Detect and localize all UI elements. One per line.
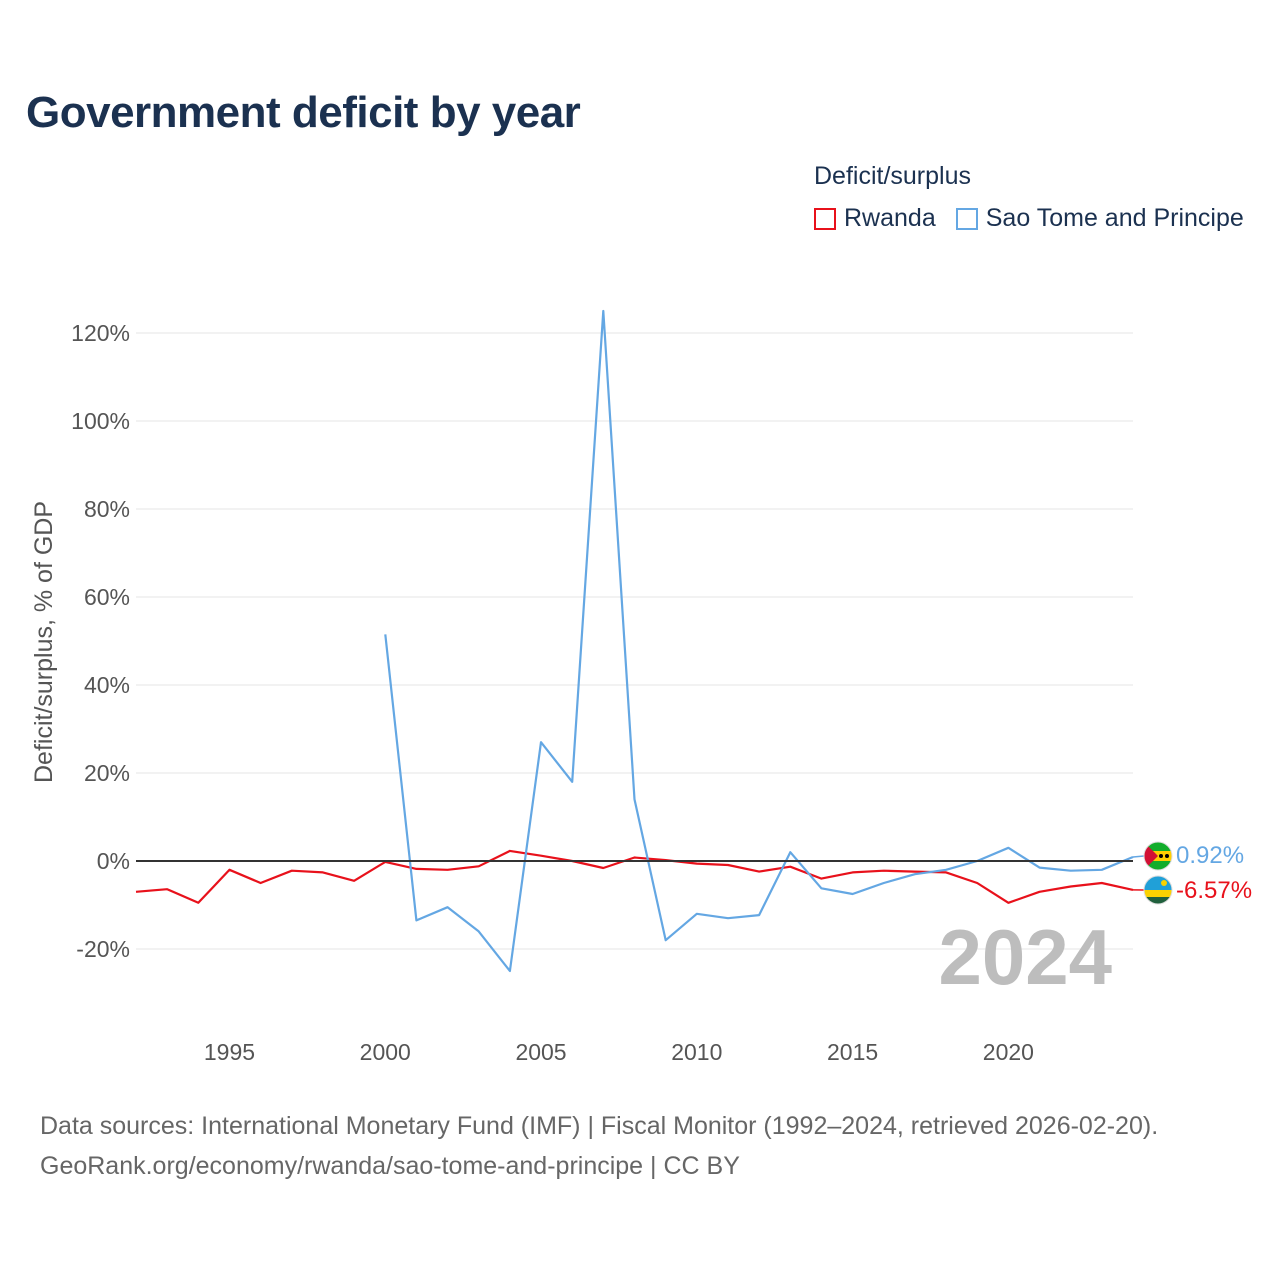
series-lines bbox=[135, 309, 1134, 973]
end-value-label: 0.92% bbox=[1176, 842, 1244, 869]
y-tick-label: -20% bbox=[76, 936, 130, 962]
x-tick-label: 2000 bbox=[360, 1039, 411, 1065]
flag-rwanda-icon bbox=[1143, 875, 1173, 905]
x-tick-label: 2005 bbox=[515, 1039, 566, 1065]
x-tick-label: 2015 bbox=[827, 1039, 878, 1065]
end-markers: -6.57% 0.92% bbox=[1132, 841, 1252, 905]
y-tick-label: 40% bbox=[84, 672, 130, 698]
y-tick-label: 100% bbox=[71, 408, 130, 434]
gridlines bbox=[136, 332, 1133, 950]
footer-source: Data sources: International Monetary Fun… bbox=[40, 1112, 1159, 1140]
x-tick-label: 1995 bbox=[204, 1039, 255, 1065]
current-year-label: 2024 bbox=[938, 913, 1112, 1001]
series-line-sao-tome bbox=[384, 309, 1134, 973]
legend-item-rwanda[interactable]: Rwanda bbox=[814, 204, 936, 233]
leader-line bbox=[1132, 855, 1145, 858]
legend-swatch-rwanda bbox=[814, 207, 836, 230]
flag-sao-tome-icon bbox=[1143, 841, 1173, 871]
y-axis-ticks: -20% 0% 20% 40% 60% 80% 100% 120% bbox=[71, 320, 130, 962]
series-line-rwanda bbox=[135, 849, 1134, 904]
legend-swatch-sao-tome bbox=[955, 207, 978, 230]
y-tick-label: 20% bbox=[84, 760, 130, 786]
y-tick-label: 120% bbox=[71, 320, 130, 346]
legend-item-sao-tome[interactable]: Sao Tome and Principe bbox=[955, 204, 1244, 233]
legend: Rwanda Sao Tome and Principe bbox=[814, 204, 1264, 233]
chart-title: Government deficit by year bbox=[26, 88, 581, 137]
y-tick-label: 60% bbox=[84, 584, 130, 610]
footer-link[interactable]: GeoRank.org/economy/rwanda/sao-tome-and-… bbox=[40, 1152, 740, 1180]
legend-label-sao-tome: Sao Tome and Principe bbox=[985, 204, 1244, 232]
y-tick-label: 80% bbox=[84, 496, 130, 522]
end-value-label: -6.57% bbox=[1176, 877, 1252, 904]
legend-label-rwanda: Rwanda bbox=[844, 204, 936, 232]
footer: Data sources: International Monetary Fun… bbox=[40, 1106, 1158, 1186]
x-tick-label: 2010 bbox=[671, 1039, 722, 1065]
y-tick-label: 0% bbox=[97, 848, 130, 874]
line-chart: -20% 0% 20% 40% 60% 80% 100% 120% 1995 2000 2005 2… bbox=[30, 309, 1252, 1065]
x-axis-ticks: 1995 2000 2005 2010 2015 2020 bbox=[204, 1039, 1034, 1065]
y-axis-label: Deficit/surplus, % of GDP bbox=[30, 501, 58, 783]
legend-title: Deficit/surplus bbox=[814, 162, 971, 190]
x-tick-label: 2020 bbox=[983, 1039, 1034, 1065]
